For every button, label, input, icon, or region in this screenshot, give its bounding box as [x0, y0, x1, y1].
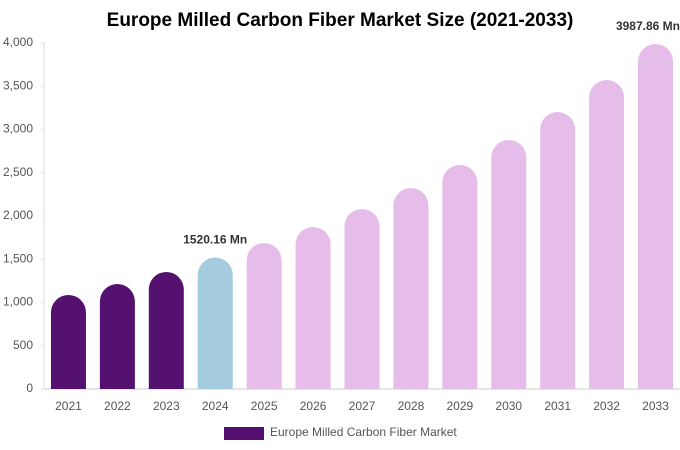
value-label: 3987.86 Mn — [616, 19, 680, 33]
y-tick-label: 2,000 — [3, 208, 33, 222]
x-tick-label: 2027 — [349, 399, 376, 413]
x-tick-label: 2026 — [300, 399, 327, 413]
bar — [50, 294, 86, 389]
x-tick-label: 2023 — [153, 399, 180, 413]
y-tick-label: 3,500 — [3, 78, 33, 92]
y-tick-label: 0 — [26, 381, 33, 395]
bar — [99, 283, 135, 389]
y-tick-label: 500 — [13, 338, 33, 352]
bar — [393, 187, 429, 389]
y-tick-label: 4,000 — [3, 35, 33, 49]
bar — [540, 112, 576, 390]
bar — [295, 226, 331, 389]
bar — [246, 242, 282, 389]
x-tick-label: 2031 — [544, 399, 571, 413]
chart-title: Europe Milled Carbon Fiber Market Size (… — [107, 10, 574, 31]
x-tick-label: 2022 — [104, 399, 131, 413]
legend-swatch — [224, 427, 264, 440]
x-tick-label: 2028 — [398, 399, 425, 413]
bar — [589, 80, 625, 389]
x-tick-label: 2021 — [55, 399, 82, 413]
x-tick-label: 2029 — [446, 399, 473, 413]
x-tick-label: 2024 — [202, 399, 229, 413]
value-label: 1520.16 Mn — [183, 233, 247, 247]
x-tick-label: 2032 — [593, 399, 620, 413]
y-tick-label: 2,500 — [3, 165, 33, 179]
bar — [442, 164, 478, 389]
x-tick-label: 2033 — [642, 399, 669, 413]
bar — [148, 271, 184, 389]
x-tick-label: 2030 — [495, 399, 522, 413]
bar — [638, 44, 674, 389]
bar — [491, 139, 527, 389]
y-tick-label: 1,500 — [3, 251, 33, 265]
y-tick-label: 1,000 — [3, 295, 33, 309]
x-tick-label: 2025 — [251, 399, 278, 413]
bar — [197, 257, 233, 389]
legend-label: Europe Milled Carbon Fiber Market — [270, 425, 457, 439]
y-tick-label: 3,000 — [3, 122, 33, 136]
bar — [344, 208, 380, 389]
